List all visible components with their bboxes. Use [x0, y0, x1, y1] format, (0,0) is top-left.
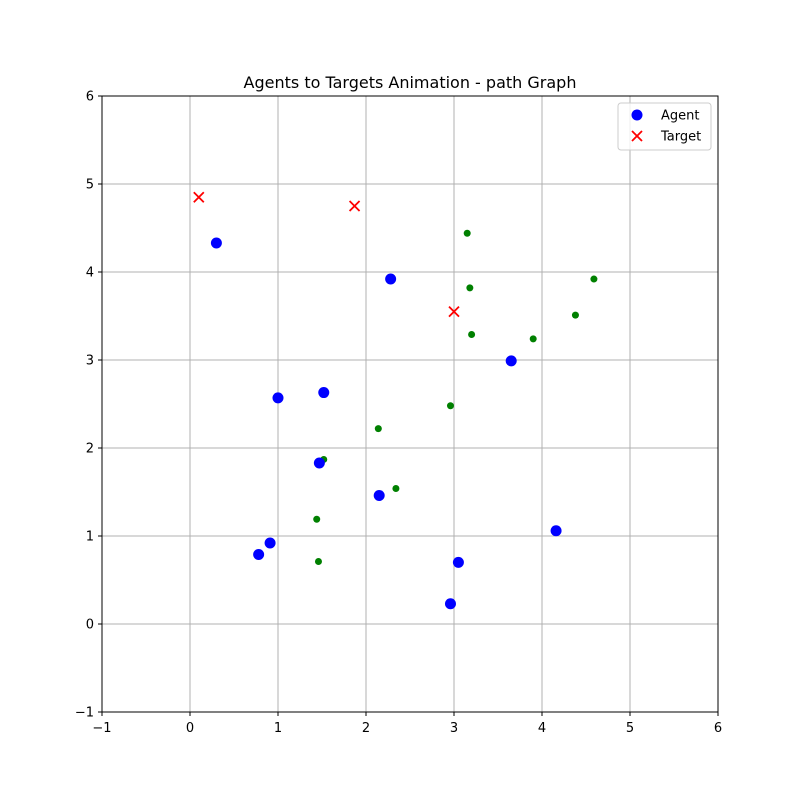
data-points — [193, 191, 598, 610]
path-point — [590, 275, 598, 283]
x-tick-label: 3 — [450, 721, 458, 736]
agent-point — [313, 457, 325, 469]
legend-target-label: Target — [660, 130, 701, 145]
y-tick-label: 5 — [86, 178, 94, 193]
agent-point — [505, 355, 517, 367]
x-tick-label: 6 — [714, 721, 722, 736]
agent-point — [452, 556, 464, 568]
y-tick-label: 1 — [86, 530, 94, 545]
x-tick-label: −1 — [92, 721, 111, 736]
path-point — [466, 284, 474, 292]
y-tick-label: 2 — [86, 442, 94, 457]
agent-point — [264, 537, 276, 549]
y-tick-label: 4 — [86, 266, 94, 281]
y-tick-label: 6 — [86, 90, 94, 105]
chart-title: Agents to Targets Animation - path Graph — [244, 73, 577, 92]
agent-point — [253, 548, 265, 560]
path-point — [313, 515, 321, 523]
y-tick-label: 3 — [86, 354, 94, 369]
path-point — [529, 335, 537, 343]
agent-point — [373, 490, 385, 502]
legend-agent-marker — [631, 109, 643, 121]
agent-point — [550, 525, 562, 537]
agent-point — [318, 387, 330, 399]
agent-point — [385, 273, 397, 285]
x-tick-label: 1 — [274, 721, 282, 736]
agent-point — [444, 598, 456, 610]
path-point — [463, 229, 471, 237]
path-point — [314, 558, 322, 566]
legend: Agent Target — [617, 102, 712, 151]
legend-target-marker — [631, 130, 643, 142]
axes: −1 0 1 2 3 4 5 6 −1 0 1 2 3 4 5 6 — [75, 90, 722, 737]
legend-agent-label: Agent — [661, 109, 699, 124]
agent-point — [272, 392, 284, 404]
path-point — [571, 311, 579, 319]
agent-point — [210, 237, 222, 249]
path-point — [374, 425, 382, 433]
x-tick-label: 0 — [186, 721, 194, 736]
target-point — [348, 200, 361, 212]
y-tick-label: −1 — [75, 706, 94, 721]
path-point — [446, 402, 454, 410]
x-tick-label: 4 — [538, 721, 546, 736]
path-point — [392, 484, 400, 492]
target-point — [448, 305, 460, 318]
y-tick-label: 0 — [86, 618, 94, 633]
x-tick-label: 2 — [362, 721, 370, 736]
target-point — [193, 191, 205, 203]
x-tick-label: 5 — [626, 721, 634, 736]
plot-frame — [101, 95, 719, 713]
path-point — [468, 330, 476, 338]
